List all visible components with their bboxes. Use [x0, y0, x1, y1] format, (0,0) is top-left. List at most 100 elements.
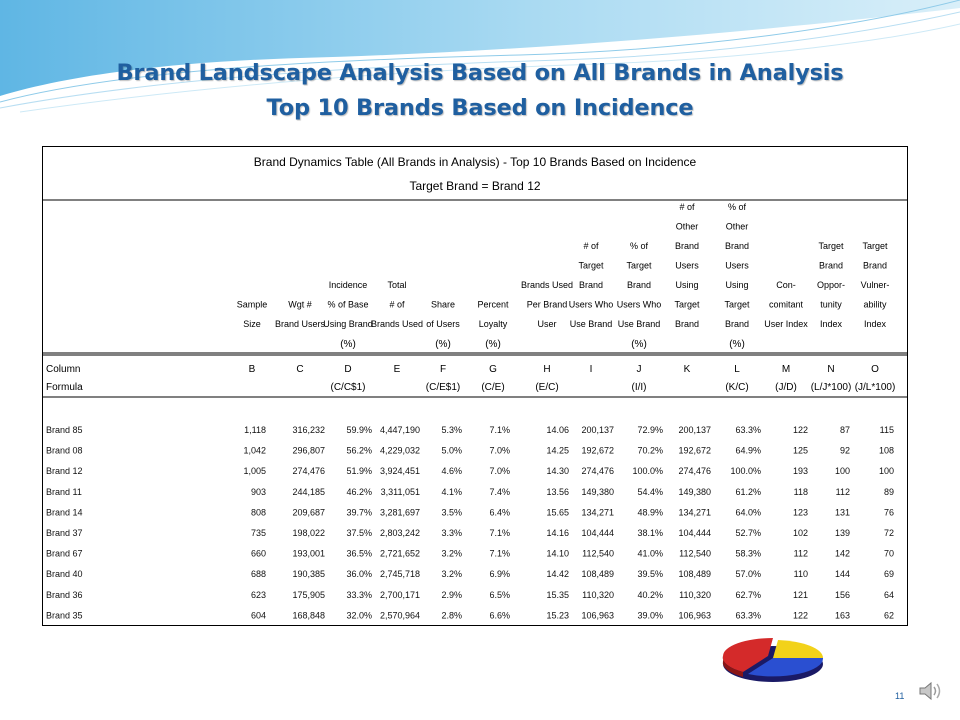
formula-cell: (K/C): [725, 382, 748, 393]
column-header-text: Loyalty: [479, 319, 508, 329]
column-header-text: Brand: [863, 261, 887, 271]
table-subcaption: Target Brand = Brand 12: [409, 179, 540, 193]
column-header-text: # of: [679, 202, 695, 212]
column-header-text: Sample: [237, 300, 268, 310]
column-header-text: of Users: [426, 319, 460, 329]
table-cell: 123: [793, 507, 808, 517]
table-cell: 14.16: [546, 528, 569, 538]
column-letter: J: [637, 364, 642, 375]
column-letter: G: [489, 364, 497, 375]
column-letter: B: [249, 364, 256, 375]
table-row-brand: Brand 36: [46, 590, 83, 600]
table-cell: 274,476: [581, 466, 614, 476]
column-header-text: Brand: [675, 319, 699, 329]
table-cell: 2,570,964: [380, 610, 420, 620]
table-cell: 15.35: [546, 590, 569, 600]
table-cell: 39.7%: [346, 507, 372, 517]
table-cell: 15.65: [546, 507, 569, 517]
table-cell: 121: [793, 590, 808, 600]
table-cell: 100: [879, 466, 894, 476]
table-row-brand: Brand 08: [46, 446, 83, 456]
column-header-text: Index: [864, 319, 887, 329]
table-cell: 110,320: [582, 590, 614, 600]
table-cell: 46.2%: [346, 487, 372, 497]
table-cell: 2.9%: [441, 590, 462, 600]
column-letter: N: [827, 364, 834, 375]
column-letter: H: [543, 364, 550, 375]
column-header-text: Per Brand: [527, 300, 568, 310]
table-cell: 72: [884, 528, 894, 538]
table-cell: 4.1%: [441, 487, 462, 497]
column-header-text: Share: [431, 300, 455, 310]
column-header-text: Brand: [819, 261, 843, 271]
column-letter: M: [782, 364, 790, 375]
table-cell: 38.1%: [637, 528, 663, 538]
column-header-text: Brand: [675, 241, 699, 251]
column-header-text: Size: [243, 319, 261, 329]
table-cell: 2.8%: [441, 610, 462, 620]
table-cell: 125: [793, 446, 808, 456]
table-row-brand: Brand 67: [46, 549, 83, 559]
table-cell: 102: [793, 528, 808, 538]
table-cell: 64.9%: [735, 446, 761, 456]
table-cell: 688: [251, 569, 266, 579]
column-header-text: Users Who: [569, 300, 614, 310]
table-cell: 54.4%: [637, 487, 663, 497]
column-header-text: Brand: [725, 241, 749, 251]
table-cell: 3,311,051: [381, 487, 420, 497]
table-cell: 2,700,171: [380, 590, 420, 600]
column-header-text: Target: [578, 261, 604, 271]
slide-subtitle: Top 10 Brands Based on Incidence: [266, 95, 694, 121]
column-header-text: Using: [675, 280, 698, 290]
table-row-brand: Brand 12: [46, 466, 83, 476]
table-cell: 112,540: [582, 549, 614, 559]
unit-label: (%): [485, 339, 501, 350]
column-header-text: Percent: [477, 300, 509, 310]
unit-label: (%): [435, 339, 451, 350]
table-cell: 5.3%: [441, 425, 462, 435]
table-cell: 57.0%: [735, 569, 761, 579]
column-header-text: Users: [675, 261, 699, 271]
table-cell: 72.9%: [637, 425, 663, 435]
table-cell: 110,320: [679, 590, 711, 600]
table-cell: 106,963: [581, 610, 614, 620]
table-cell: 89: [884, 487, 894, 497]
header-swoosh-decoration: [0, 0, 960, 113]
table-cell: 6.9%: [489, 569, 510, 579]
table-cell: 1,042: [243, 446, 266, 456]
table-cell: 660: [251, 549, 266, 559]
formula-cell: (C/C$1): [330, 382, 365, 393]
speaker-icon[interactable]: [918, 680, 944, 702]
pie-chart-icon: [722, 638, 824, 682]
column-letter: L: [734, 364, 740, 375]
table-row-brand: Brand 14: [46, 507, 83, 517]
formula-cell: (L/J*100): [811, 382, 852, 393]
column-header-text: User: [537, 319, 556, 329]
column-header-text: Other: [676, 222, 699, 232]
formula-cell: (J/D): [775, 382, 797, 393]
table-cell: 200,137: [581, 425, 614, 435]
table-cell: 33.3%: [346, 590, 372, 600]
table-row-brand: Brand 11: [46, 487, 82, 497]
table-row-brand: Brand 35: [46, 610, 83, 620]
table-cell: 200,137: [678, 425, 711, 435]
column-header-text: Brand: [725, 319, 749, 329]
column-header-text: tunity: [820, 300, 842, 310]
column-header-text: User Index: [764, 319, 808, 329]
table-cell: 192,672: [581, 446, 614, 456]
formula-cell: (J/L*100): [855, 382, 896, 393]
table-cell: 108,489: [678, 569, 711, 579]
table-cell: 3.2%: [441, 569, 462, 579]
table-cell: 122: [793, 610, 808, 620]
table-cell: 112: [836, 487, 850, 497]
column-header-text: Brand: [627, 280, 651, 290]
column-letter: C: [296, 364, 303, 375]
table-cell: 100.0%: [730, 466, 761, 476]
unit-label: (%): [729, 339, 745, 350]
table-cell: 175,905: [292, 590, 325, 600]
table-cell: 15.23: [546, 610, 569, 620]
table-cell: 63.3%: [735, 610, 761, 620]
table-cell: 112,540: [679, 549, 711, 559]
table-cell: 112: [794, 549, 808, 559]
column-header-text: % of: [630, 241, 649, 251]
